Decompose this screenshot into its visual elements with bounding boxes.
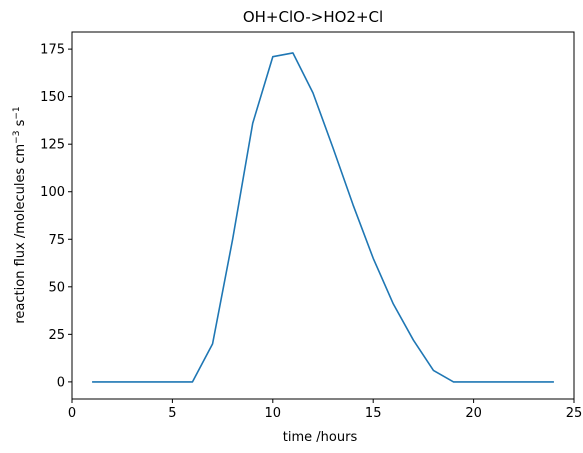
x-tick-label: 20 xyxy=(465,406,482,421)
y-axis-title-main: reaction flux /molecules cm xyxy=(13,144,28,324)
y-axis: 0 25 50 75 100 125 150 175 xyxy=(40,43,72,390)
x-tick-label: 25 xyxy=(566,406,583,421)
y-axis-title-mid: s xyxy=(13,119,28,130)
plot-area xyxy=(92,52,554,383)
y-axis-title-sup1: −3 xyxy=(12,131,22,144)
x-tick-label: 5 xyxy=(168,406,176,421)
y-tick-label: 125 xyxy=(40,138,65,153)
y-axis-title-sup2: −1 xyxy=(12,106,22,119)
series-line-1 xyxy=(92,52,554,383)
y-tick-label: 0 xyxy=(57,375,65,390)
y-tick-label: 75 xyxy=(48,233,65,248)
x-tick-label: 15 xyxy=(365,406,382,421)
y-tick-label: 150 xyxy=(40,90,65,105)
x-tick-label: 0 xyxy=(68,406,76,421)
y-axis-title: reaction flux /molecules cm−3 s−1 xyxy=(12,106,28,323)
y-tick-label: 50 xyxy=(48,280,65,295)
x-axis: 0 5 10 15 20 25 xyxy=(68,399,582,421)
x-axis-title: time /hours xyxy=(283,430,358,445)
chart-title: OH+ClO->HO2+Cl xyxy=(243,8,383,26)
y-tick-label: 25 xyxy=(48,328,65,343)
x-tick-label: 10 xyxy=(265,406,282,421)
y-tick-label: 100 xyxy=(40,185,65,200)
y-tick-label: 175 xyxy=(40,43,65,58)
axes-frame xyxy=(71,31,575,400)
